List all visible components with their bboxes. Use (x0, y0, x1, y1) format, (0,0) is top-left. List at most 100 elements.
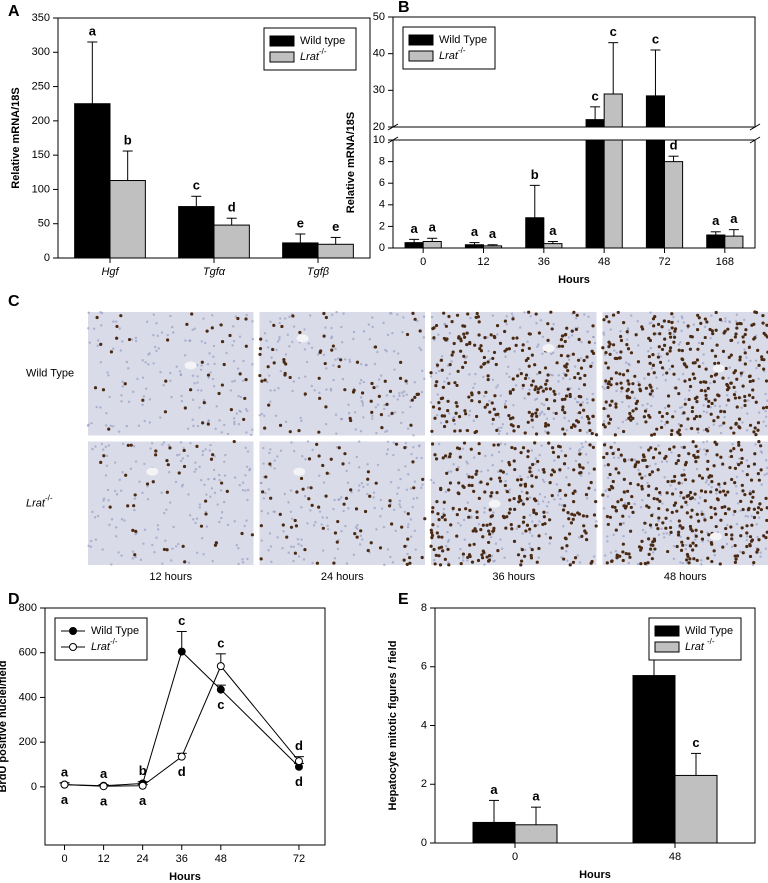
nucleus (336, 547, 340, 551)
nucleus (196, 381, 199, 384)
brdu-nucleus (206, 373, 211, 377)
nucleus (625, 418, 628, 422)
brdu-nucleus (667, 404, 671, 408)
nucleus (272, 510, 275, 513)
nucleus (216, 503, 219, 506)
nucleus (518, 368, 521, 371)
brdu-nucleus (530, 353, 534, 357)
nucleus (155, 536, 158, 539)
point (294, 757, 303, 766)
brdu-nucleus (546, 431, 550, 435)
brdu-nucleus (704, 380, 708, 384)
brdu-nucleus (726, 490, 730, 494)
brdu-nucleus (680, 540, 684, 544)
x-tick-label: 168 (716, 256, 734, 268)
brdu-nucleus (579, 366, 584, 370)
brdu-nucleus (309, 486, 313, 490)
brdu-nucleus (735, 405, 739, 409)
nucleus (231, 380, 234, 383)
brdu-nucleus (538, 370, 542, 375)
brdu-nucleus (99, 342, 103, 346)
brdu-nucleus (613, 505, 617, 510)
brdu-nucleus (543, 424, 548, 428)
nucleus (159, 370, 162, 374)
brdu-nucleus (432, 336, 436, 340)
brdu-nucleus (165, 338, 170, 342)
brdu-nucleus (574, 327, 579, 332)
nucleus (626, 327, 630, 330)
annotation: a (89, 23, 97, 38)
nucleus (446, 456, 449, 460)
nucleus (577, 400, 580, 404)
brdu-nucleus (750, 323, 754, 327)
nucleus (265, 339, 268, 342)
nucleus (376, 350, 379, 354)
brdu-nucleus (741, 551, 745, 555)
brdu-nucleus (462, 332, 466, 336)
brdu-nucleus (753, 310, 757, 314)
brdu-nucleus (589, 480, 593, 485)
brdu-nucleus (738, 321, 742, 326)
nucleus (534, 457, 538, 460)
nucleus (570, 334, 574, 337)
brdu-nucleus (333, 531, 338, 535)
nucleus (352, 337, 355, 341)
nucleus (686, 503, 689, 507)
nucleus (412, 446, 415, 449)
y-tick-label: 200 (19, 736, 37, 748)
brdu-nucleus (520, 348, 525, 352)
brdu-nucleus (335, 540, 339, 544)
brdu-nucleus (656, 468, 660, 472)
brdu-nucleus (491, 417, 495, 422)
brdu-nucleus (528, 527, 532, 531)
brdu-nucleus (486, 360, 490, 364)
bar (213, 224, 250, 259)
brdu-nucleus (714, 310, 718, 315)
brdu-nucleus (532, 497, 537, 501)
brdu-nucleus (317, 505, 321, 509)
brdu-nucleus (353, 532, 357, 536)
nucleus (360, 362, 363, 366)
brdu-nucleus (579, 403, 583, 407)
brdu-nucleus (652, 332, 656, 336)
brdu-nucleus (282, 360, 286, 364)
brdu-nucleus (455, 468, 459, 472)
brdu-nucleus (648, 338, 653, 343)
nucleus (604, 489, 607, 492)
nucleus (650, 404, 653, 408)
brdu-nucleus (513, 467, 517, 472)
brdu-nucleus (650, 557, 654, 561)
brdu-nucleus (416, 392, 420, 396)
brdu-nucleus (301, 487, 305, 491)
brdu-nucleus (549, 310, 553, 314)
brdu-nucleus (487, 553, 492, 558)
brdu-nucleus (615, 382, 619, 386)
nucleus (646, 402, 649, 406)
nucleus (535, 373, 539, 376)
nucleus (155, 322, 158, 325)
brdu-nucleus (621, 373, 626, 377)
y-tick-label: 250 (32, 80, 50, 92)
brdu-nucleus (211, 453, 215, 457)
nucleus (187, 561, 191, 564)
brdu-nucleus (679, 491, 683, 495)
brdu-nucleus (322, 311, 326, 316)
brdu-nucleus (553, 392, 557, 396)
nucleus (415, 456, 418, 460)
brdu-nucleus (631, 416, 635, 420)
nucleus (402, 316, 405, 319)
nucleus (625, 338, 629, 341)
brdu-nucleus (560, 334, 565, 338)
brdu-nucleus (673, 327, 678, 331)
nucleus (565, 476, 568, 479)
nucleus (127, 367, 130, 370)
nucleus (194, 521, 197, 525)
nucleus (245, 465, 249, 468)
nucleus (178, 453, 181, 456)
brdu-nucleus (757, 478, 761, 482)
brdu-nucleus (552, 389, 556, 393)
nucleus (472, 419, 476, 423)
nucleus (297, 555, 301, 558)
brdu-nucleus (477, 320, 481, 324)
nucleus (180, 485, 184, 488)
